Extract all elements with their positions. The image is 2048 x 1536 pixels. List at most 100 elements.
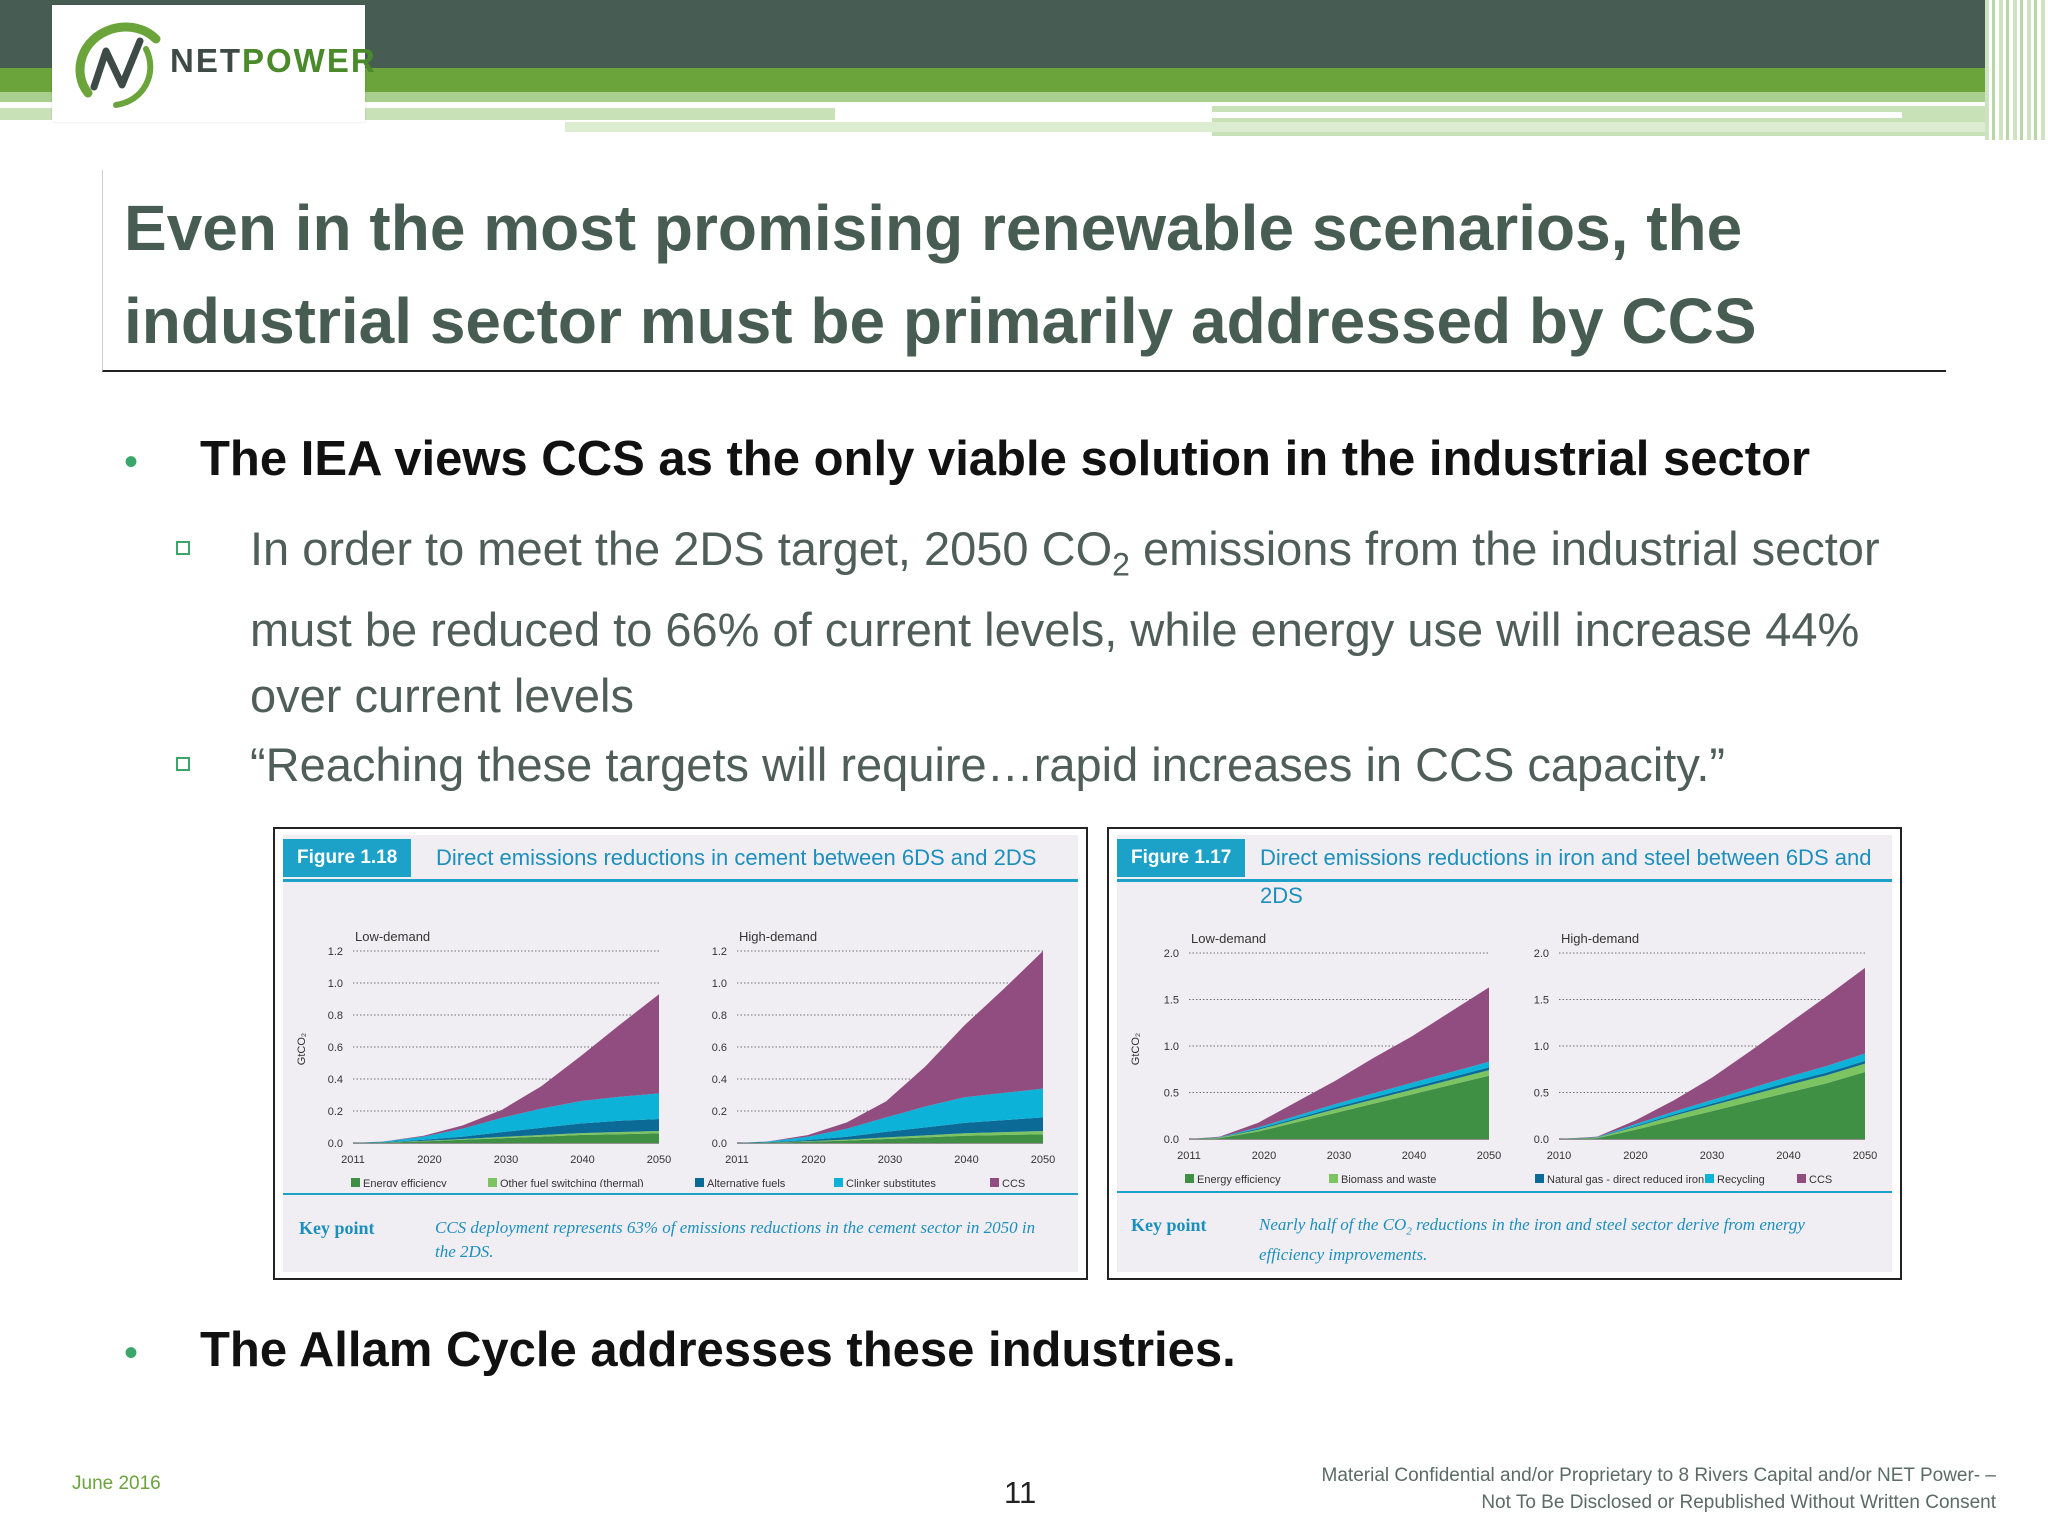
figure-cement-rule — [283, 879, 1078, 882]
area-3-ccs — [1559, 967, 1865, 1139]
x-tick-label-2-1: 2020 — [1252, 1150, 1276, 1162]
logo-text-net: NET — [170, 42, 242, 79]
panel-label-0: Low-demand — [355, 929, 430, 944]
logo-text-power: POWER — [242, 42, 377, 79]
figure-iron-steel-key-post: reductions in the iron and steel sector … — [1259, 1215, 1805, 1265]
x-tick-label-0-4: 2050 — [647, 1154, 671, 1166]
legend-swatch-2-1 — [1329, 1174, 1338, 1183]
x-tick-label-1-4: 2050 — [1031, 1154, 1055, 1166]
area-0-energy-efficiency — [353, 1133, 659, 1143]
x-tick-label-3-2: 2030 — [1700, 1150, 1724, 1162]
legend-label-2-4: CCS — [1809, 1174, 1832, 1186]
area-0-clinker-substitutes — [353, 1093, 659, 1143]
area-1-other-fuel-switching-thermal- — [737, 1131, 1043, 1143]
x-tick-label-2-3: 2040 — [1402, 1150, 1426, 1162]
sub-bullet-1-subscript: 2 — [1112, 546, 1130, 583]
footer-date: June 2016 — [72, 1473, 161, 1494]
legend-label-2-0: Energy efficiency — [1197, 1174, 1281, 1186]
y-tick-label-1-0: 0.0 — [712, 1138, 727, 1150]
x-tick-label-1-2: 2030 — [878, 1154, 902, 1166]
figure-cement: Figure 1.18 Direct emissions reductions … — [273, 827, 1088, 1280]
y-tick-label-3-1: 0.5 — [1534, 1088, 1549, 1100]
sub-bullet-square — [176, 541, 190, 555]
legend-label-0-4: CCS — [1002, 1178, 1025, 1187]
x-tick-label-1-1: 2020 — [801, 1154, 825, 1166]
area-0-alternative-fuels — [353, 1119, 659, 1143]
bullet-dot: • — [124, 440, 139, 484]
y-tick-label-0-0: 0.0 — [328, 1138, 343, 1150]
y-axis-label-2: GtCO₂ — [1130, 1033, 1142, 1065]
y-tick-label-2-4: 2.0 — [1164, 948, 1179, 960]
y-tick-label-0-3: 0.6 — [328, 1042, 343, 1054]
legend-label-2-2: Natural gas - direct reduced iron — [1547, 1174, 1704, 1186]
cement-chart: GtCO₂ 0.0 0.2 0.4 0.6 0.8 1.0 1.2 2011 2020 2030 20… — [296, 929, 1055, 1187]
figure-cement-tag: Figure 1.18 — [283, 839, 412, 877]
x-tick-label-2-4: 2050 — [1477, 1150, 1501, 1162]
y-tick-label-2-1: 0.5 — [1164, 1088, 1179, 1100]
x-tick-label-3-4: 2050 — [1853, 1150, 1877, 1162]
x-tick-label-0-3: 2040 — [570, 1154, 594, 1166]
legend-label-0-2: Alternative fuels — [707, 1178, 786, 1187]
x-tick-label-3-1: 2020 — [1623, 1150, 1647, 1162]
y-tick-label-1-6: 1.2 — [712, 946, 727, 958]
figure-iron-steel-key-label: Key point — [1131, 1215, 1207, 1235]
y-tick-label-0-4: 0.8 — [328, 1010, 343, 1022]
area-1-ccs — [737, 951, 1043, 1143]
legend-label-2-1: Biomass and waste — [1341, 1174, 1436, 1186]
figure-iron-steel-rule — [1117, 879, 1892, 882]
x-tick-label-3-3: 2040 — [1776, 1150, 1800, 1162]
figure-iron-steel-title: Direct emissions reductions in iron and … — [1260, 845, 1872, 908]
sub-bullet-1-post: emissions from the industrial sector mus… — [250, 522, 1880, 723]
x-tick-label-2-0: 2011 — [1177, 1150, 1201, 1162]
figure-iron-steel-key-pre: Nearly half of the CO — [1259, 1215, 1407, 1234]
x-tick-label-0-2: 2030 — [494, 1154, 518, 1166]
netpower-swoosh-logo-icon — [75, 22, 161, 108]
legend-swatch-0-4 — [990, 1178, 999, 1187]
legend-swatch-0-2 — [695, 1178, 704, 1187]
legend-label-2-3: Recycling — [1717, 1174, 1765, 1186]
y-tick-label-1-3: 0.6 — [712, 1042, 727, 1054]
legend-label-0-0: Energy efficiency — [363, 1178, 447, 1187]
panel-label-1: High-demand — [739, 929, 817, 944]
figure-iron-steel: Figure 1.17 Direct emissions reductions … — [1107, 827, 1902, 1280]
y-tick-label-1-2: 0.4 — [712, 1074, 727, 1086]
y-tick-label-2-0: 0.0 — [1164, 1134, 1179, 1146]
legend-swatch-0-0 — [351, 1178, 360, 1187]
x-tick-label-2-2: 2030 — [1327, 1150, 1351, 1162]
x-tick-label-1-3: 2040 — [954, 1154, 978, 1166]
y-axis-label-0: GtCO₂ — [296, 1033, 308, 1065]
y-tick-label-2-3: 1.5 — [1164, 995, 1179, 1007]
legend-swatch-2-4 — [1797, 1174, 1806, 1183]
panel-label-3: High-demand — [1561, 931, 1639, 946]
area-3-energy-efficiency — [1559, 1072, 1865, 1139]
sub-bullet-1-pre: In order to meet the 2DS target, 2050 CO — [250, 522, 1113, 575]
y-tick-label-1-5: 1.0 — [712, 978, 727, 990]
y-tick-label-3-0: 0.0 — [1534, 1134, 1549, 1146]
iron-steel-chart: GtCO₂ 0.0 0.5 1.0 1.5 2.0 2011 2020 2030 2040 2050… — [1130, 931, 1877, 1186]
header-band-light — [0, 92, 2048, 102]
footer-confidential: Material Confidential and/or Proprietary… — [1321, 1465, 1996, 1513]
legend-swatch-0-1 — [488, 1178, 497, 1187]
figure-cement-title: Direct emissions reductions in cement be… — [436, 845, 1037, 870]
y-tick-label-2-2: 1.0 — [1164, 1041, 1179, 1053]
legend-swatch-0-3 — [834, 1178, 843, 1187]
logo — [52, 5, 365, 122]
legend-label-0-1: Other fuel switching (thermal) — [500, 1178, 644, 1187]
figure-iron-steel-key-subscript: 2 — [1406, 1225, 1412, 1238]
area-0-ccs — [353, 994, 659, 1143]
area-1-clinker-substitutes — [737, 1088, 1043, 1143]
y-tick-label-0-6: 1.2 — [328, 946, 343, 958]
legend-label-0-3: Clinker substitutes — [846, 1178, 936, 1187]
figure-iron-steel-panel: Figure 1.17 Direct emissions reductions … — [1117, 835, 1892, 1272]
figure-iron-steel-key-text: Nearly half of the CO2 reductions in the… — [1259, 1213, 1859, 1267]
logo-text: NETPOWER — [170, 42, 377, 80]
legend-swatch-2-3 — [1705, 1174, 1714, 1183]
legend-swatch-2-2 — [1535, 1174, 1544, 1183]
header-band-pale — [565, 122, 2005, 132]
figure-cement-panel: Figure 1.18 Direct emissions reductions … — [283, 835, 1078, 1272]
area-2-energy-efficiency — [1189, 1075, 1489, 1139]
figure-iron-steel-tag: Figure 1.17 — [1117, 839, 1246, 877]
x-tick-label-0-1: 2020 — [417, 1154, 441, 1166]
y-tick-label-1-4: 0.8 — [712, 1010, 727, 1022]
sub-bullet-2: “Reaching these targets will require…rap… — [250, 738, 1726, 791]
